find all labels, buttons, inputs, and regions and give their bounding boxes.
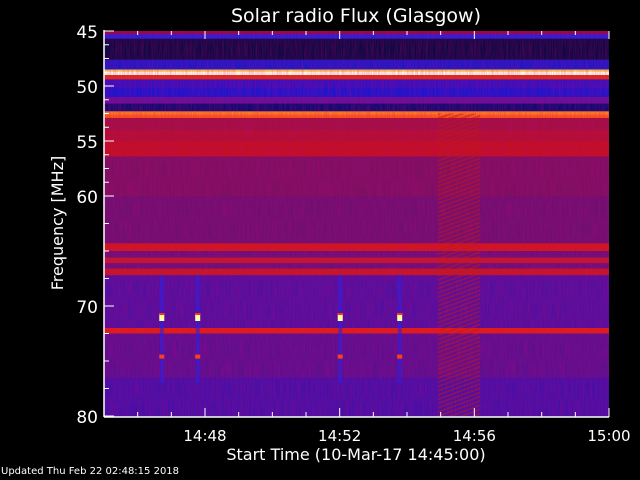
noise-texture — [104, 31, 609, 416]
x-axis-label: Start Time (10-Mar-17 14:45:00) — [226, 445, 485, 464]
burst-point — [397, 354, 403, 359]
interference-region — [437, 113, 480, 416]
burst-point — [159, 354, 165, 359]
x-tick-label: 14:48 — [183, 427, 226, 445]
burst-streak — [159, 275, 164, 383]
y-axis-label: Frequency [MHz] — [48, 156, 67, 290]
burst-point-edge — [159, 313, 165, 315]
y-tick-label: 70 — [76, 298, 98, 318]
y-tick-label: 55 — [76, 133, 98, 153]
burst-point-edge — [397, 313, 403, 315]
burst-point — [397, 313, 403, 321]
y-tick-label: 50 — [76, 78, 98, 98]
burst-point — [337, 313, 343, 321]
y-tick-label: 80 — [76, 408, 98, 428]
burst-point-edge — [337, 313, 343, 315]
updated-timestamp: Updated Thu Feb 22 02:48:15 2018 — [1, 466, 180, 477]
burst-point — [195, 354, 201, 359]
x-tick-label: 14:52 — [318, 427, 361, 445]
chart-title: Solar radio Flux (Glasgow) — [231, 5, 481, 27]
spectrogram-features — [159, 113, 480, 416]
y-tick-label: 45 — [76, 23, 98, 43]
burst-point — [159, 313, 165, 321]
y-tick-label: 60 — [76, 188, 98, 208]
burst-point-edge — [195, 313, 201, 315]
axes: 14:48 14:52 14:56 15:00 45 50 55 60 70 80 — [76, 23, 630, 445]
burst-streak — [338, 275, 343, 383]
burst-point — [195, 313, 201, 321]
burst-point — [337, 354, 343, 359]
burst-streak — [397, 275, 402, 383]
burst-streak — [195, 275, 200, 383]
x-tick-label: 14:56 — [453, 427, 496, 445]
x-tick-label: 15:00 — [587, 427, 630, 445]
